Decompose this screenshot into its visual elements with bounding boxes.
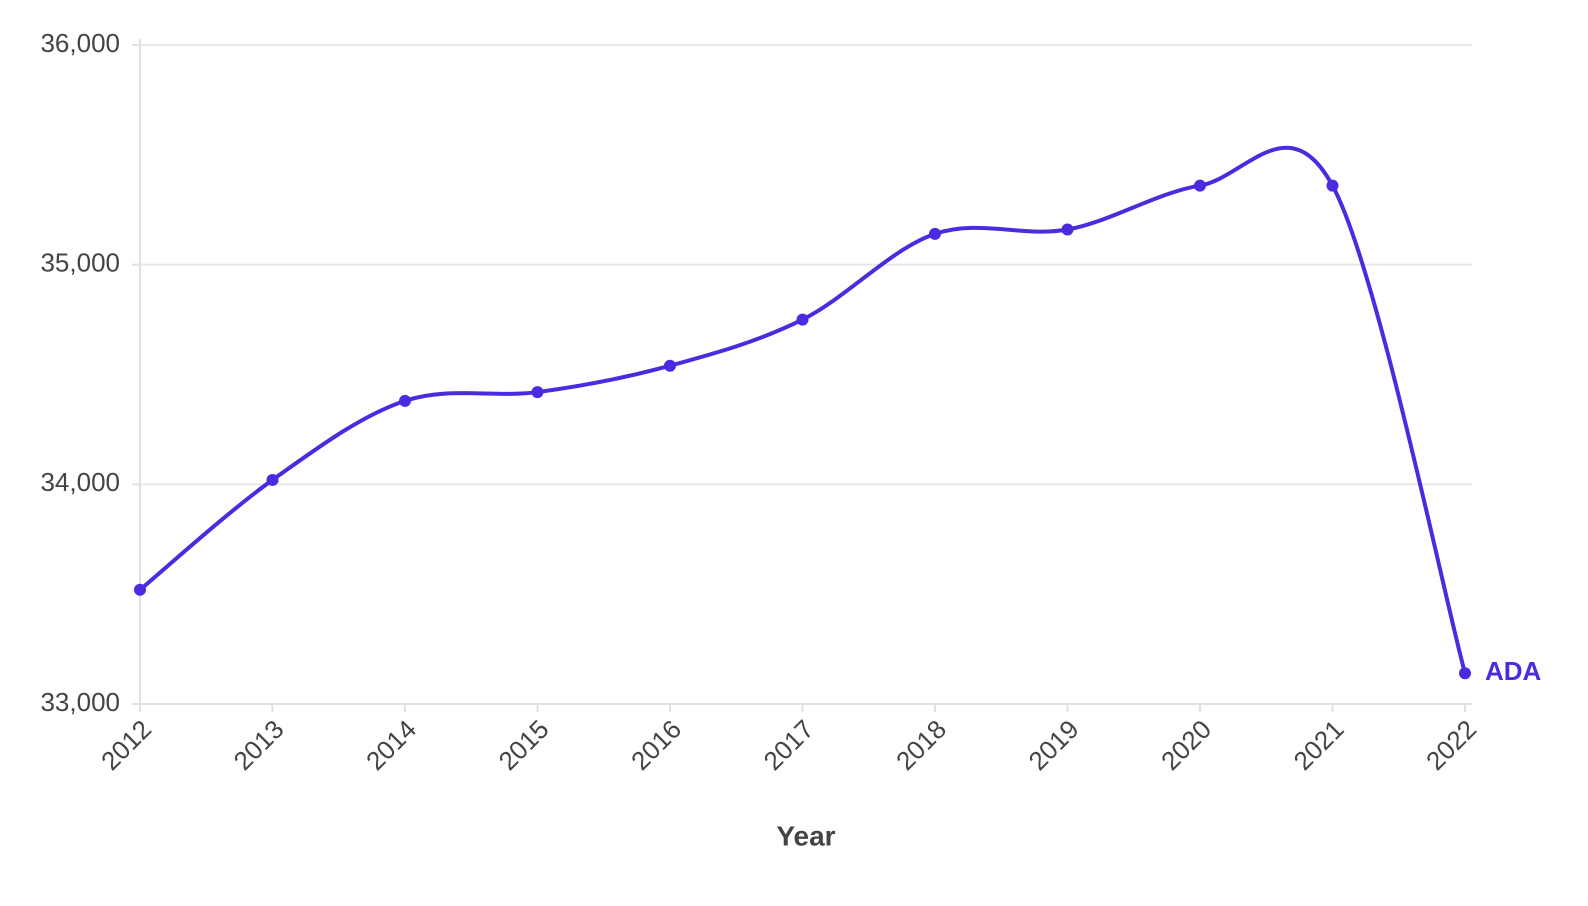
point <box>1459 667 1471 680</box>
x-tick-label: 2021 <box>1287 714 1349 776</box>
point <box>1061 223 1074 236</box>
x-tick-label: 2022 <box>1420 714 1482 776</box>
point <box>1326 179 1339 192</box>
line <box>138 145 1467 674</box>
point <box>266 473 279 486</box>
y-tick-label: 34,000 <box>40 467 120 497</box>
y-tick-label: 36,000 <box>40 28 120 58</box>
point <box>929 227 941 240</box>
y-tick-label: 33,000 <box>40 687 120 717</box>
x-tick-label: 2018 <box>890 714 952 776</box>
point <box>664 359 676 372</box>
x-axis-title: Year <box>776 820 835 851</box>
x-tick-label: 2015 <box>492 714 554 776</box>
x-tick-label: 2017 <box>757 714 819 776</box>
point <box>399 394 411 407</box>
point <box>1194 179 1206 192</box>
x-tick-label: 2020 <box>1155 714 1217 776</box>
point <box>134 583 146 596</box>
x-tick-label: 2016 <box>625 714 687 776</box>
series-label: ADA <box>1485 656 1542 686</box>
y-tick-label: 35,000 <box>40 248 120 278</box>
point <box>531 386 544 399</box>
x-tick-label: 2012 <box>95 714 157 776</box>
x-tick-label: 2019 <box>1022 714 1084 776</box>
point <box>796 313 809 326</box>
x-tick-label: 2013 <box>227 714 289 776</box>
x-tick-label: 2014 <box>360 714 422 776</box>
